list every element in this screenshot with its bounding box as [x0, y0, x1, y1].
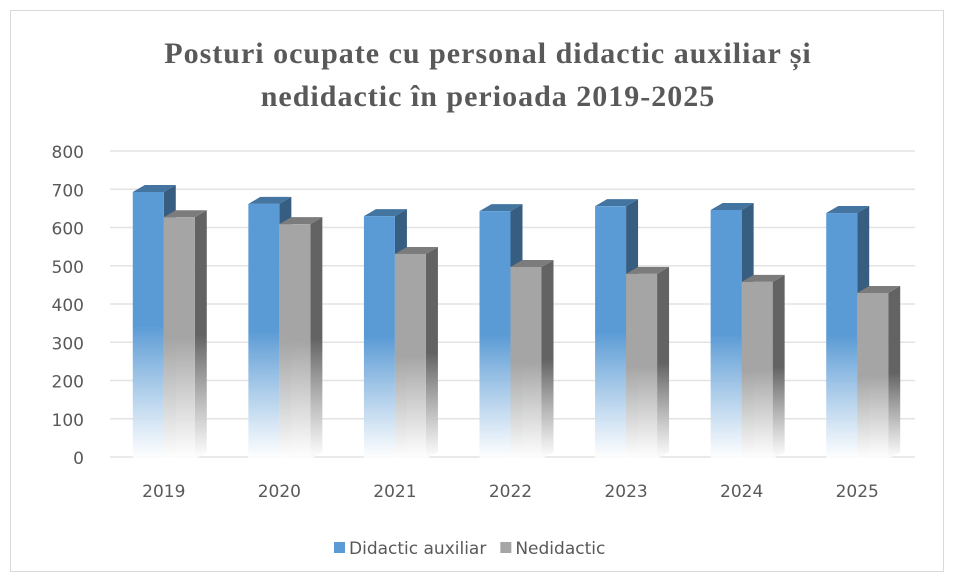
bar-top [626, 266, 670, 274]
bar-top [826, 206, 870, 214]
bar-top [741, 274, 785, 282]
x-tick-label: 2019 [142, 482, 185, 502]
bar [710, 209, 742, 459]
bar [826, 213, 858, 459]
bar-top [279, 217, 323, 225]
bar [595, 206, 627, 459]
bar [163, 217, 195, 459]
bar-top [479, 204, 523, 212]
x-tick-label: 2023 [604, 482, 647, 502]
bar-side [310, 217, 323, 459]
bar-top [710, 202, 754, 210]
legend-swatch [500, 542, 512, 553]
x-tick-label: 2021 [373, 482, 416, 502]
y-tick-label: 800 [52, 143, 84, 163]
bar-top [248, 196, 292, 204]
bar [394, 253, 426, 459]
bar-top [394, 246, 438, 254]
legend-swatch [334, 542, 345, 553]
y-tick-label: 200 [52, 373, 84, 393]
bar [741, 281, 773, 459]
chart-title: nedidactic în perioada 2019-2025 [261, 80, 716, 113]
bar-side [425, 246, 438, 459]
bar-top [132, 185, 176, 193]
bar-top [363, 209, 407, 217]
bar-side [772, 274, 785, 459]
bar-side [194, 210, 207, 459]
y-tick-label: 100 [52, 411, 84, 431]
x-tick-label: 2024 [720, 482, 763, 502]
chart-title: Posturi ocupate cu personal didactic aux… [164, 37, 811, 71]
bar-top [857, 285, 901, 293]
legend-label: Didactic auxiliar [349, 539, 486, 559]
bar-top [163, 210, 207, 218]
x-tick-label: 2020 [258, 482, 301, 502]
bar [363, 216, 395, 459]
bar [132, 192, 164, 459]
legend-label: Nedidactic [515, 539, 605, 559]
bar-side [657, 266, 670, 459]
bar [626, 273, 658, 459]
bar [510, 266, 542, 459]
y-tick-label: 400 [52, 296, 84, 316]
y-tick-label: 300 [52, 334, 84, 354]
y-tick-label: 0 [73, 449, 84, 469]
x-tick-label: 2022 [489, 482, 532, 502]
bar-side [888, 285, 901, 459]
y-tick-label: 700 [52, 181, 84, 201]
x-tick-label: 2025 [836, 482, 879, 502]
bar-top [510, 259, 554, 267]
y-tick-label: 600 [52, 220, 84, 240]
bar [479, 211, 511, 459]
y-tick-label: 500 [52, 258, 84, 278]
bar-side [541, 259, 554, 459]
bar [857, 292, 889, 459]
bar-top [595, 199, 639, 207]
bar [248, 203, 280, 459]
bar [279, 224, 311, 459]
